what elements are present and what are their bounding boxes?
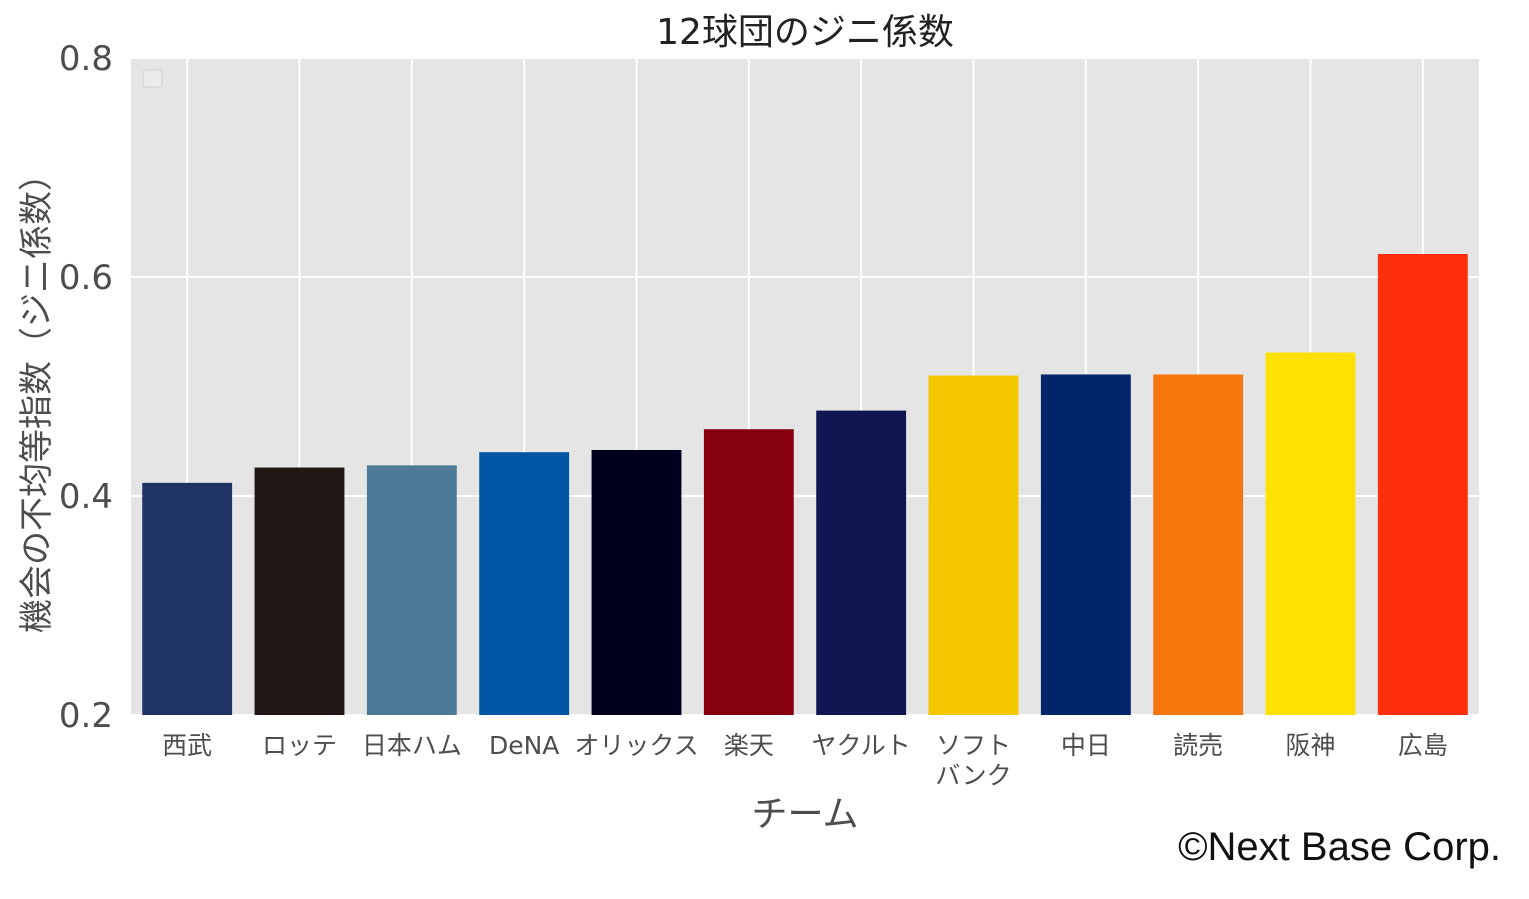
bar-6: [816, 410, 907, 715]
x-tick-label: 広島: [1398, 731, 1448, 760]
bar-9: [1153, 374, 1244, 715]
legend-box: [142, 69, 163, 88]
x-tick-label: 日本ハム: [362, 731, 462, 760]
x-tick-label: 中日: [1061, 731, 1111, 760]
x-tick-label: ヤクルト: [812, 731, 911, 760]
bar-2: [366, 465, 457, 715]
bar-3: [479, 452, 570, 715]
x-tick-label: ソフトバンク: [935, 731, 1011, 790]
bar-7: [928, 375, 1019, 715]
bar-4: [591, 450, 682, 715]
y-tick-label: 0.8: [59, 39, 113, 79]
x-tick-label: 西武: [162, 731, 212, 760]
x-tick-label: オリックス: [574, 731, 698, 760]
y-tick-labels: 0.2 0.4 0.6 0.8: [59, 39, 113, 736]
bar-8: [1040, 374, 1131, 715]
x-axis-label: チーム: [752, 794, 859, 835]
x-tick-label: ロッテ: [262, 731, 337, 760]
y-axis-label: 機会の不均等指数（ジニ係数）: [17, 157, 57, 633]
bars: [142, 254, 1468, 715]
y-tick-label: 0.2: [59, 696, 113, 736]
bar-1: [254, 467, 345, 715]
y-tick-label: 0.6: [59, 258, 113, 298]
y-tick-label: 0.4: [59, 477, 113, 517]
bar-11: [1377, 254, 1468, 715]
bar-10: [1265, 352, 1356, 715]
chart-title: 12球団のジニ係数: [656, 12, 954, 53]
x-tick-label: 阪神: [1285, 731, 1335, 760]
x-tick-label: 読売: [1173, 731, 1223, 760]
bar-5: [703, 429, 794, 715]
x-tick-labels: 西武 ロッテ 日本ハム DeNA オリックス 楽天 ヤクルト ソフトバンク 中日 読売 阪神 広島: [162, 731, 1448, 790]
x-tick-label: DeNA: [489, 731, 559, 760]
copyright-text: ©Next Base Corp.: [1178, 825, 1501, 869]
x-tick-label: 楽天: [724, 731, 774, 760]
plot-area: [131, 58, 1479, 715]
bar-0: [142, 482, 233, 715]
